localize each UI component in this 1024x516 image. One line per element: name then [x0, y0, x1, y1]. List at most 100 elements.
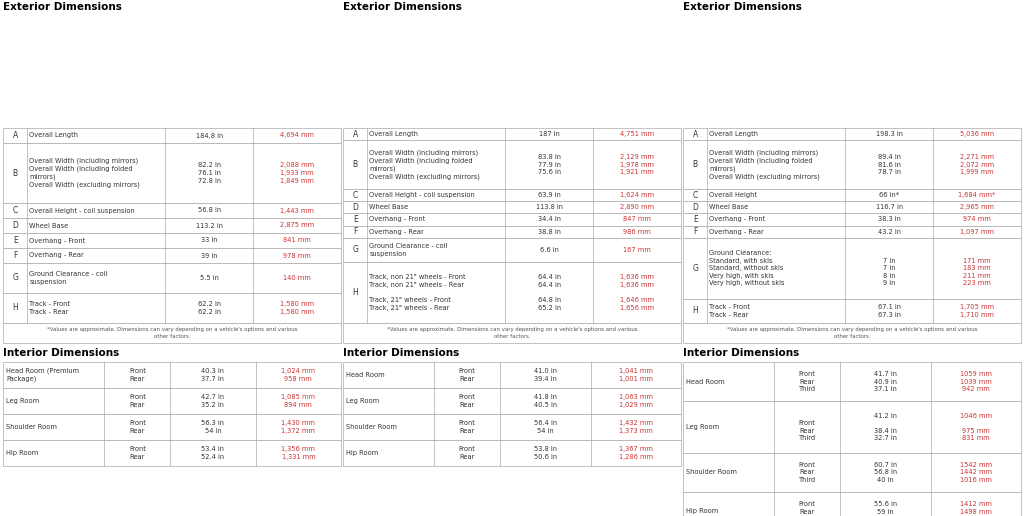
Text: Exterior Dimensions: Exterior Dimensions [683, 2, 802, 12]
Bar [683, 401, 1021, 453]
Text: 7 in
7 in
8 in
9 in: 7 in 7 in 8 in 9 in [883, 250, 895, 286]
Bar [343, 323, 681, 343]
Text: 43.2 in: 43.2 in [878, 229, 901, 235]
Text: 33 in: 33 in [201, 237, 217, 244]
Text: Wheel Base: Wheel Base [30, 222, 69, 229]
Bar [683, 299, 1021, 323]
Text: 53.4 in
52.4 in: 53.4 in 52.4 in [202, 446, 224, 460]
Text: Ground Clearance:
Standard, with skis
Standard, without skis
Very high, with ski: Ground Clearance: Standard, with skis St… [710, 250, 784, 286]
Bar [343, 388, 681, 414]
Bar [3, 233, 341, 248]
Bar [343, 189, 681, 201]
Text: Overhang - Rear: Overhang - Rear [30, 252, 84, 259]
Text: 60.7 in
56.8 in
40 in: 60.7 in 56.8 in 40 in [873, 462, 897, 483]
Text: 6.6 in: 6.6 in [540, 247, 559, 253]
Text: 113.2 in: 113.2 in [196, 222, 222, 229]
Text: 41.2 in

38.4 in
32.7 in: 41.2 in 38.4 in 32.7 in [873, 412, 897, 442]
Text: Shoulder Room: Shoulder Room [6, 424, 57, 430]
Text: 140 mm: 140 mm [284, 275, 311, 281]
Text: 1,430 mm
1,372 mm: 1,430 mm 1,372 mm [282, 420, 315, 434]
Text: 187 in: 187 in [539, 131, 560, 137]
Text: Interior Dimensions: Interior Dimensions [3, 348, 119, 358]
Bar [3, 12, 341, 127]
Text: Front
Rear
Third: Front Rear Third [799, 371, 816, 392]
Text: 1046 mm

975 mm
831 mm: 1046 mm 975 mm 831 mm [959, 412, 992, 442]
Text: G: G [12, 273, 18, 282]
Text: Overall Length: Overall Length [30, 133, 78, 138]
Text: Overall Length: Overall Length [710, 131, 759, 137]
Text: B: B [352, 160, 357, 169]
Bar [683, 140, 1021, 189]
Text: Overhang - Front: Overhang - Front [370, 216, 426, 222]
Text: Wheel Base: Wheel Base [370, 204, 409, 210]
Text: Track, non 21" wheels - Front
Track, non 21" wheels - Rear

Track, 21" wheels - : Track, non 21" wheels - Front Track, non… [370, 274, 466, 311]
Text: *Values are approximate. Dimensions can vary depending on a vehicle's options an: *Values are approximate. Dimensions can … [727, 327, 977, 338]
Text: 198.3 in: 198.3 in [876, 131, 903, 137]
Text: 56.4 in
54 in: 56.4 in 54 in [534, 420, 557, 434]
Text: 1,063 mm
1,029 mm: 1,063 mm 1,029 mm [618, 394, 652, 408]
Text: D: D [692, 203, 698, 212]
Text: 171 mm
183 mm
211 mm
223 mm: 171 mm 183 mm 211 mm 223 mm [964, 250, 991, 286]
Text: Interior Dimensions: Interior Dimensions [343, 348, 459, 358]
Bar [683, 213, 1021, 225]
Text: 184.8 in: 184.8 in [196, 133, 223, 138]
Text: 34.4 in: 34.4 in [538, 216, 561, 222]
Text: 1,684 mm*: 1,684 mm* [958, 192, 995, 198]
Text: Front
Rear
Third: Front Rear Third [799, 412, 816, 442]
Text: Wheel Base: Wheel Base [710, 204, 749, 210]
Text: 89.4 in
81.6 in
78.7 in: 89.4 in 81.6 in 78.7 in [878, 154, 901, 175]
Text: C: C [352, 190, 357, 200]
Text: 4,694 mm: 4,694 mm [280, 133, 314, 138]
Text: C: C [12, 206, 17, 215]
Text: 42.7 in
35.2 in: 42.7 in 35.2 in [202, 394, 224, 408]
Text: 113.8 in: 113.8 in [536, 204, 562, 210]
Bar [683, 492, 1021, 516]
Bar [3, 128, 341, 143]
Text: G: G [692, 264, 698, 272]
Text: Interior Dimensions: Interior Dimensions [683, 348, 800, 358]
Text: Overall Width (including mirrors)
Overall Width (including folded
mirrors)
Overa: Overall Width (including mirrors) Overal… [30, 157, 140, 188]
Text: Overall Width (including mirrors)
Overall Width (including folded
mirrors)
Overa: Overall Width (including mirrors) Overal… [370, 149, 480, 180]
Text: 1,636 mm
1,636 mm

1,646 mm
1,656 mm: 1,636 mm 1,636 mm 1,646 mm 1,656 mm [621, 274, 654, 311]
Text: Leg Room: Leg Room [6, 398, 39, 404]
Text: 1,041 mm
1,001 mm: 1,041 mm 1,001 mm [618, 368, 652, 382]
Bar [343, 362, 681, 388]
Text: H: H [12, 303, 18, 313]
Text: Front
Rear: Front Rear [129, 368, 145, 382]
Text: 41.7 in
40.9 in
37.1 in: 41.7 in 40.9 in 37.1 in [873, 371, 897, 392]
Text: *Values are approximate. Dimensions can vary depending on a vehicle's options an: *Values are approximate. Dimensions can … [387, 327, 637, 338]
Text: 63.9 in: 63.9 in [538, 192, 560, 198]
Text: A: A [352, 130, 357, 139]
Text: 64.4 in
64.4 in

64.8 in
65.2 in: 64.4 in 64.4 in 64.8 in 65.2 in [538, 274, 561, 311]
Text: 1,097 mm: 1,097 mm [961, 229, 994, 235]
Text: 974 mm: 974 mm [964, 216, 991, 222]
Text: E: E [693, 215, 697, 224]
Bar [3, 203, 341, 218]
Text: 1,705 mm
1,710 mm: 1,705 mm 1,710 mm [961, 304, 994, 318]
Text: 167 mm: 167 mm [624, 247, 651, 253]
Text: 1059 mm
1039 mm
942 mm: 1059 mm 1039 mm 942 mm [959, 371, 991, 392]
Text: Front
Rear
Third: Front Rear Third [799, 501, 816, 516]
Bar [683, 362, 1021, 401]
Bar [343, 213, 681, 225]
Text: B: B [12, 169, 17, 178]
Bar [3, 143, 341, 203]
Bar [343, 201, 681, 213]
Text: 1,356 mm
1,331 mm: 1,356 mm 1,331 mm [282, 446, 315, 460]
Text: 5,036 mm: 5,036 mm [961, 131, 994, 137]
Text: Head Room: Head Room [346, 372, 385, 378]
Text: 2,129 mm
1,978 mm
1,921 mm: 2,129 mm 1,978 mm 1,921 mm [621, 154, 654, 175]
Text: 41.0 in
39.4 in: 41.0 in 39.4 in [534, 368, 557, 382]
Text: Overall Height - coil suspension: Overall Height - coil suspension [370, 192, 475, 198]
Text: G: G [352, 246, 358, 254]
Text: 1,443 mm: 1,443 mm [281, 207, 314, 214]
Text: 66 in*: 66 in* [880, 192, 899, 198]
Text: Overhang - Rear: Overhang - Rear [370, 229, 424, 235]
Text: 978 mm: 978 mm [284, 252, 311, 259]
Text: 1,367 mm
1,286 mm: 1,367 mm 1,286 mm [618, 446, 652, 460]
Bar [343, 262, 681, 323]
Bar [343, 238, 681, 262]
Text: 847 mm: 847 mm [624, 216, 651, 222]
Text: 2,890 mm: 2,890 mm [621, 204, 654, 210]
Bar [3, 263, 341, 293]
